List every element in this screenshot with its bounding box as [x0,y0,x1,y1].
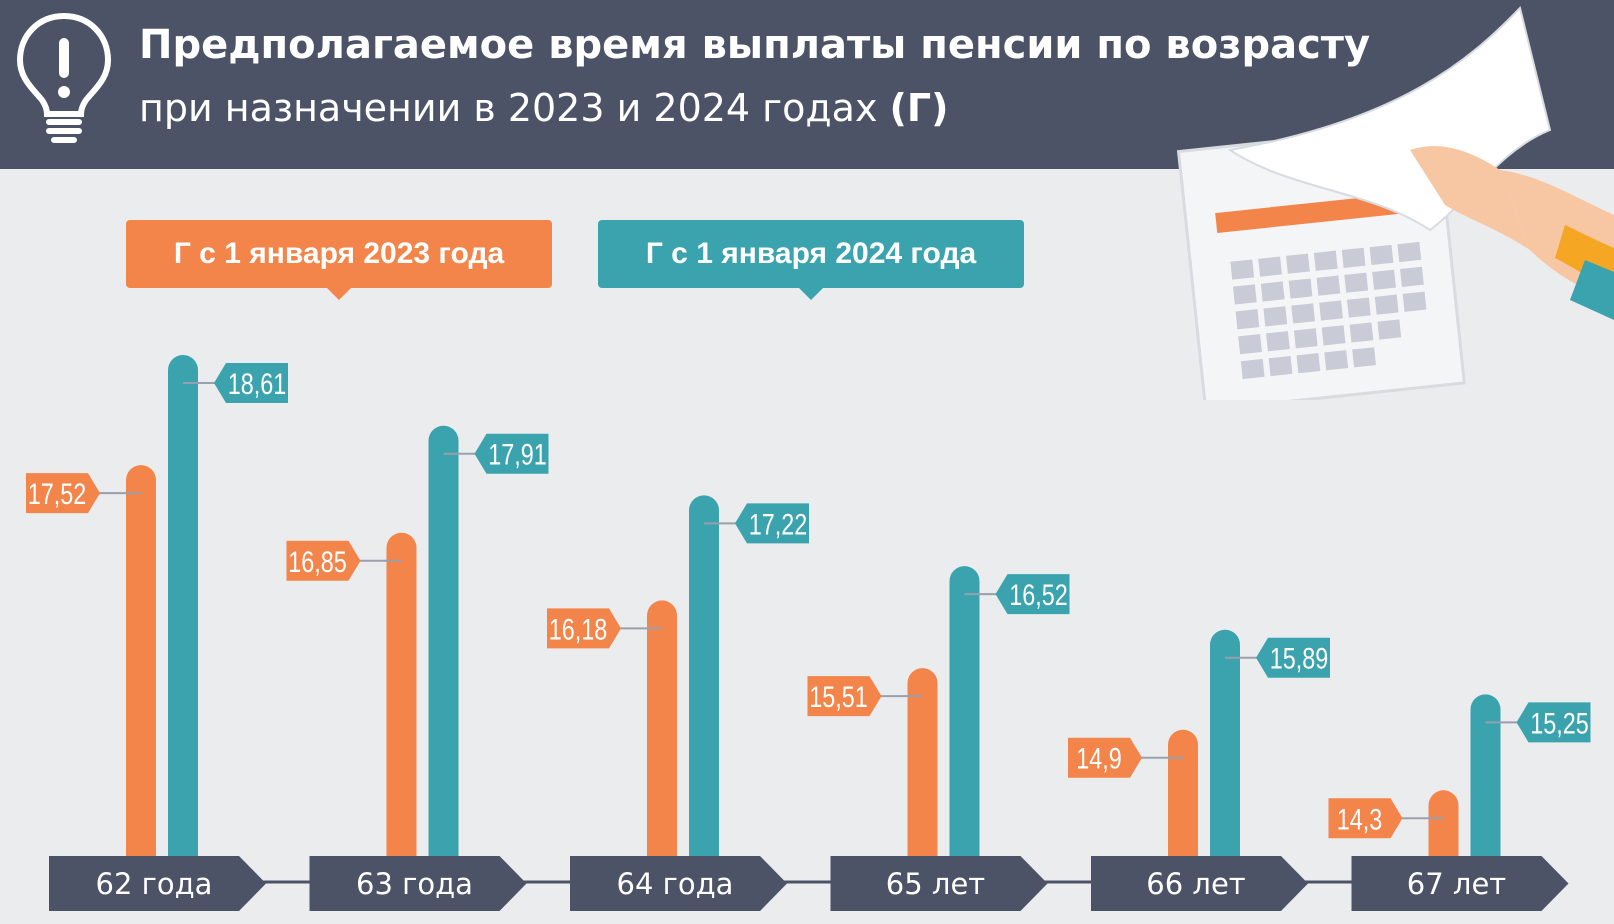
category-label-5: 66 лет [1146,867,1245,901]
chart-subtitle: при назначении в 2023 и 2024 годах (Г) [139,86,948,130]
value-label-series2-5: 15,89 [1270,642,1329,675]
value-tag-series1-6 [1328,798,1403,839]
category-label-4: 65 лет [886,867,985,901]
value-tag-series1-2 [286,540,361,581]
value-label-series1-6: 14,3 [1337,803,1383,836]
legend-2023-label: Г с 1 января 2023 года [173,237,505,270]
legend-2024-label: Г с 1 января 2024 года [645,237,977,270]
bar-series1-6 [1428,790,1459,862]
bar-series2-1 [168,355,198,862]
bar-series2-6 [1470,694,1501,862]
value-tag-series1-3 [547,608,621,649]
value-label-series2-4: 16,52 [1009,578,1068,611]
category-tag-3 [570,856,787,911]
legend-2023: Г с 1 января 2023 года [126,220,552,300]
bar-series2-2 [428,425,459,862]
bar-series1-1 [126,465,156,862]
category-tag-5 [1091,856,1308,911]
subtitle-text: при назначении в 2023 и 2024 годах [139,86,890,130]
value-label-series1-2: 16,85 [288,545,347,578]
category-tag-1 [49,856,266,911]
value-tag-series2-3 [735,503,809,544]
calendar-in-hand-icon [1176,5,1614,400]
value-label-series1-5: 14,9 [1076,742,1122,775]
value-tag-series2-5 [1256,637,1330,678]
bar-series1-2 [386,532,417,862]
category-label-3: 64 года [617,867,734,901]
bar-series2-3 [689,495,719,862]
bar-series1-3 [647,600,677,862]
value-tag-series1-1 [26,473,100,514]
value-tag-series2-6 [1516,702,1591,743]
value-tag-series2-2 [474,433,549,474]
category-label-1: 62 года [96,867,213,901]
legend-2024: Г с 1 января 2024 года [598,220,1024,300]
bar-series2-5 [1210,629,1241,862]
value-label-series1-4: 15,51 [809,680,868,713]
value-label-series2-6: 15,25 [1530,707,1589,740]
value-label-series2-1: 18,61 [228,367,287,400]
value-label-series1-1: 17,52 [28,477,87,510]
value-tag-series2-1 [214,363,288,403]
lightbulb-exclamation-icon [16,12,112,143]
category-tag-4 [830,856,1048,911]
category-tag-2 [309,856,527,911]
chart-title: Предполагаемое время выплаты пенсии по в… [139,22,1371,68]
category-label-6: 67 лет [1407,867,1506,901]
legend-2024-pointer [799,288,823,300]
bar-series2-4 [949,566,980,862]
value-label-series2-2: 17,91 [488,438,547,471]
legend-2023-pointer [327,288,351,300]
header-bar: Предполагаемое время выплаты пенсии по в… [0,0,1614,169]
subtitle-unit: (Г) [889,86,949,130]
value-label-series2-3: 17,22 [749,508,808,541]
bar-series1-5 [1168,729,1198,862]
value-label-series1-3: 16,18 [549,613,608,646]
category-label-2: 63 года [356,867,473,901]
category-tag-6 [1351,856,1569,911]
value-tag-series1-4 [807,676,882,717]
value-tag-series2-4 [995,574,1070,615]
bar-series1-4 [907,668,938,862]
value-tag-series1-5 [1068,737,1142,778]
